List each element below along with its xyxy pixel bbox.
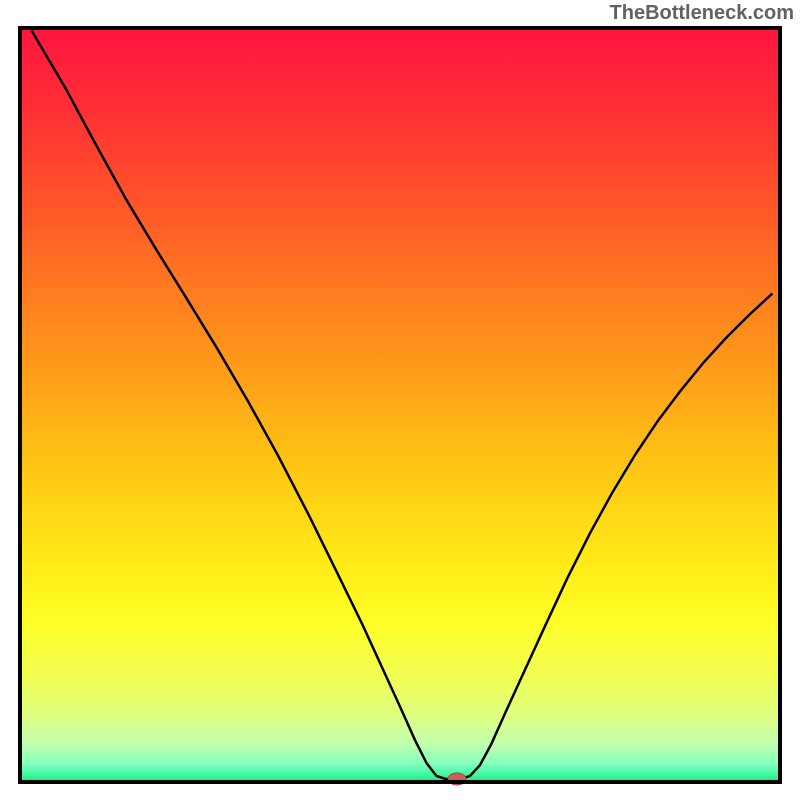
gradient-background [20, 28, 780, 782]
watermark-text: TheBottleneck.com [610, 2, 794, 25]
chart-container: TheBottleneck.com [0, 0, 800, 800]
plot-svg [0, 0, 800, 800]
